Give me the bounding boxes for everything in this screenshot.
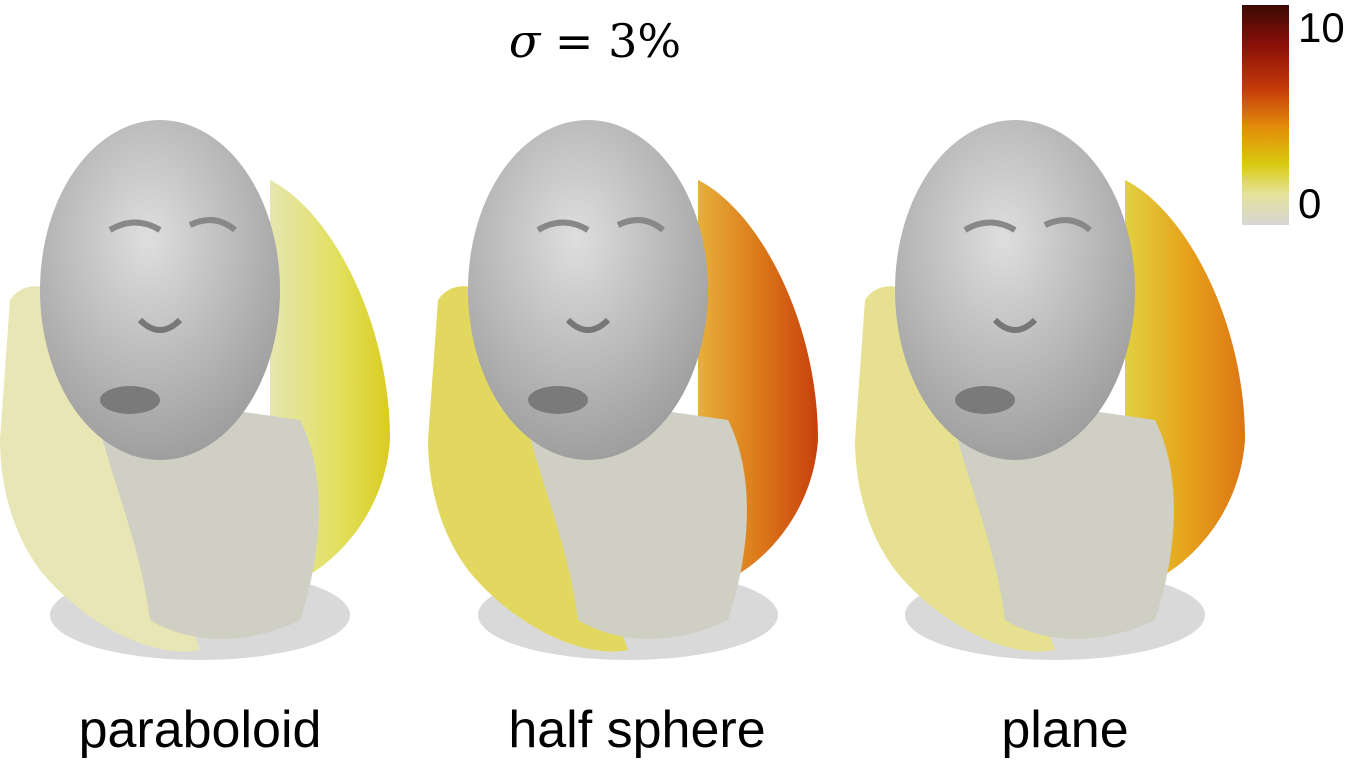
plane-sculpture-image [855, 120, 1245, 660]
sigma-title: σ = 3% [0, 14, 1190, 68]
sigma-symbol: σ [508, 14, 541, 68]
half-sphere-render [428, 60, 868, 700]
paraboloid-sculpture-image [0, 120, 390, 660]
sigma-value: = 3% [540, 14, 682, 68]
colorbar-min-label: 0 [1298, 180, 1322, 227]
half-sphere-sculpture-image [428, 120, 818, 660]
caption-half-sphere: half sphere [508, 701, 766, 759]
colorbar-max-label: 10 [1298, 4, 1345, 51]
caption-paraboloid: paraboloid [78, 701, 322, 759]
error-colorbar [1242, 5, 1289, 225]
caption-plane: plane [1001, 701, 1129, 759]
plane-render [855, 60, 1295, 700]
paraboloid-render [0, 60, 440, 700]
